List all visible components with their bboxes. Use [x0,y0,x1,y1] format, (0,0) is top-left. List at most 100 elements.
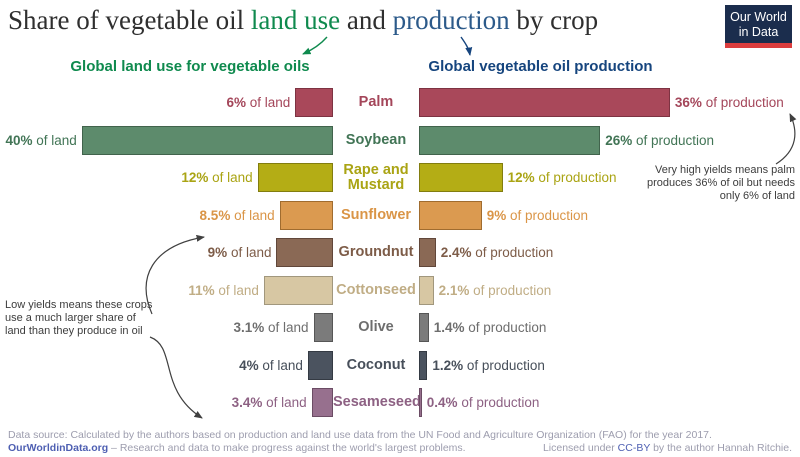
production-bar [419,163,503,193]
footer-license: Licensed under CC-BY by the author Hanna… [543,442,792,454]
production-value-number: 2.4% [440,245,472,261]
land-value-number: 12% [181,170,209,186]
production-bar [419,238,436,268]
land-value-unit: of land [32,132,77,148]
production-bar [419,275,434,305]
owid-logo-line2: in Data [738,25,779,39]
production-value-number: 9% [486,207,507,223]
land-value-number: 11% [188,282,215,298]
production-cell: 2.4% of production [419,234,800,272]
land-bar [279,200,333,230]
production-cell: 12% of production [419,159,800,197]
production-value-number: 2.1% [438,282,470,298]
production-value-unit: of production [464,320,547,336]
title-land-use-highlight: land use [250,5,341,35]
production-value-label: 26% of production [605,133,714,148]
production-value-number: 1.4% [433,320,465,336]
chart-row: 4% of land Coconut 1.2% of production [0,347,800,385]
land-bar [295,88,333,118]
land-value-label: 6% of land [227,95,291,110]
land-cell: 12% of land [0,159,333,197]
crop-label: Olive [358,319,394,336]
production-value-unit: of production [463,357,545,373]
land-cell: 9% of land [0,234,333,272]
production-value-unit: of production [469,282,552,298]
land-bar [257,163,333,193]
cc-by-link[interactable]: CC-BY [617,441,651,454]
land-cell: 3.4% of land [0,384,333,422]
footer-data-source: Data source: Calculated by the authors b… [8,429,712,442]
production-bar [419,388,422,418]
land-bar [81,125,333,155]
land-value-number: 4% [239,357,259,373]
production-value-number: 0.4% [426,395,458,411]
land-value-label: 4% of land [239,358,303,373]
production-bar [419,88,670,118]
production-value-label: 2.1% of production [439,283,552,298]
land-value-label: 3.1% of land [233,320,308,335]
land-value-number: 40% [5,132,33,148]
title-production-highlight: production [392,5,510,35]
production-bar [419,125,601,155]
land-value-unit: of land [258,357,303,373]
land-column-header: Global land use for vegetable oils [70,58,310,75]
land-value-unit: of land [227,245,272,261]
title-text: and [340,5,393,35]
owid-logo[interactable]: Our World in Data [725,5,792,48]
owid-link[interactable]: OurWorldinData.org [8,441,109,454]
land-bar [276,238,333,268]
production-value-label: 2.4% of production [441,245,554,260]
land-value-label: 12% of land [181,170,252,185]
land-value-number: 6% [226,95,247,111]
chart-row: 6% of land Palm 36% of production [0,84,800,122]
production-value-unit: of production [701,95,784,111]
production-value-unit: of production [506,207,589,223]
title-text: by crop [509,5,599,35]
production-cell: 1.4% of production [419,309,800,347]
land-value-unit: of land [230,207,275,223]
bar-chart: 6% of land Palm 36% of production 40% of… [0,84,800,422]
chart-row: 3.4% of land Sesameseed 0.4% of producti… [0,384,800,422]
crop-label: Cottonseed [336,281,416,298]
production-value-number: 12% [507,170,535,186]
footer: Data source: Calculated by the authors b… [8,429,792,454]
land-value-number: 3.1% [233,320,265,336]
production-value-label: 1.4% of production [434,320,547,335]
production-value-unit: of production [632,132,715,148]
land-value-label: 40% of land [5,133,76,148]
production-value-unit: of production [534,170,617,186]
land-cell: 4% of land [0,347,333,385]
production-value-unit: of production [457,395,540,411]
production-value-label: 0.4% of production [427,395,540,410]
land-value-unit: of land [262,395,307,411]
land-cell: 40% of land [0,122,333,160]
production-value-number: 26% [605,132,633,148]
land-value-number: 9% [207,245,228,261]
license-suffix: by the author Hannah Ritchie. [650,441,792,454]
land-value-label: 8.5% of land [200,208,275,223]
production-value-unit: of production [471,245,554,261]
production-bar [419,313,429,343]
land-cell: 3.1% of land [0,309,333,347]
crop-label: Coconut [346,356,406,373]
production-cell: 2.1% of production [419,272,800,310]
production-column-header: Global vegetable oil production [428,58,653,75]
land-bar [263,275,333,305]
chart-row: 3.1% of land Olive 1.4% of production [0,309,800,347]
production-cell: 9% of production [419,197,800,235]
low-yield-annotation: Low yields means these crops use a much … [5,299,153,338]
production-cell: 1.2% of production [419,347,800,385]
production-value-label: 1.2% of production [432,358,545,373]
land-cell: 11% of land [0,272,333,310]
production-value-number: 36% [674,95,702,111]
production-cell: 26% of production [419,122,800,160]
land-bar [313,313,333,343]
crop-label: Rape and Mustard [343,161,409,193]
land-value-unit: of land [214,282,259,298]
footer-tagline: – Research and data to make progress aga… [108,441,466,454]
crop-label: Palm [358,94,394,111]
land-value-unit: of land [264,320,309,336]
production-cell: 36% of production [419,84,800,122]
production-value-label: 36% of production [675,95,784,110]
